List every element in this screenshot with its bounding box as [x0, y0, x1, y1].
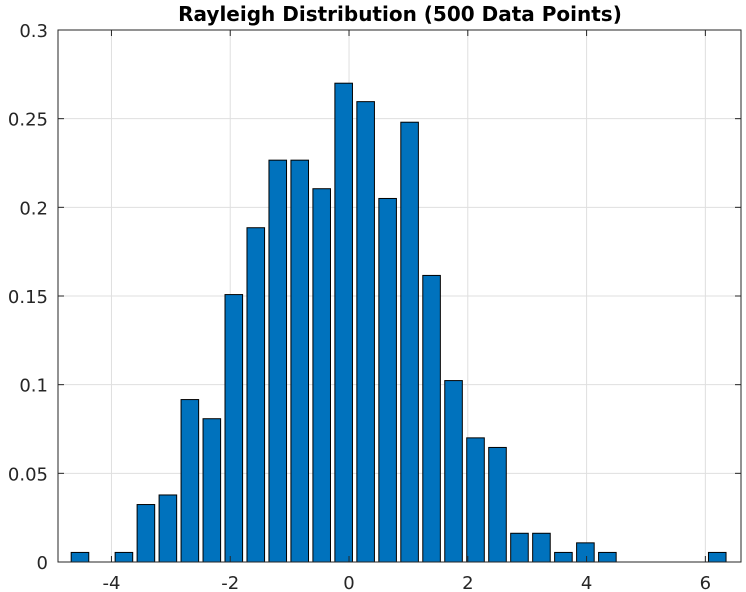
- y-tick-label: 0.1: [19, 376, 48, 397]
- bar: [334, 82, 353, 563]
- bar: [576, 542, 595, 563]
- y-tick-label: 0.3: [19, 21, 48, 42]
- bar: [268, 159, 288, 563]
- bar: [510, 532, 529, 563]
- bar: [70, 551, 90, 563]
- x-tick-label: -2: [221, 573, 239, 592]
- bar: [466, 437, 485, 563]
- x-tick-label: 0: [343, 573, 354, 592]
- bar: [202, 418, 222, 563]
- x-tick-labels: -4 -2 0 2 4 6: [102, 573, 711, 592]
- x-tick-label: 6: [700, 573, 711, 592]
- y-tick-label: 0.15: [8, 287, 48, 308]
- y-tick-labels: 0 0.05 0.1 0.15 0.2 0.25 0.3: [8, 21, 48, 574]
- bar: [378, 197, 397, 563]
- bar: [356, 101, 375, 563]
- bar: [158, 494, 178, 563]
- bar: [598, 551, 617, 563]
- bar: [554, 551, 573, 563]
- bar: [114, 551, 134, 563]
- bar: [136, 504, 156, 563]
- y-tick-label: 0: [37, 553, 48, 574]
- x-tick-label: 4: [581, 573, 592, 592]
- bar: [290, 159, 310, 563]
- chart-title: Rayleigh Distribution (500 Data Points): [178, 2, 622, 26]
- y-tick-label: 0.25: [8, 110, 48, 131]
- bar: [400, 121, 419, 563]
- x-tick-label: 2: [462, 573, 473, 592]
- bar: [488, 446, 507, 563]
- tick-marks: [58, 29, 741, 563]
- bar: [312, 188, 331, 563]
- bar: [180, 399, 200, 563]
- bar: [444, 380, 463, 563]
- bar: [422, 274, 441, 563]
- y-tick-label: 0.05: [8, 464, 48, 485]
- bars: [70, 82, 727, 563]
- bar: [532, 532, 551, 563]
- bar: [707, 551, 727, 563]
- y-tick-label: 0.2: [19, 198, 48, 219]
- bar: [224, 294, 244, 563]
- x-tick-label: -4: [102, 573, 120, 592]
- bar: [246, 227, 266, 563]
